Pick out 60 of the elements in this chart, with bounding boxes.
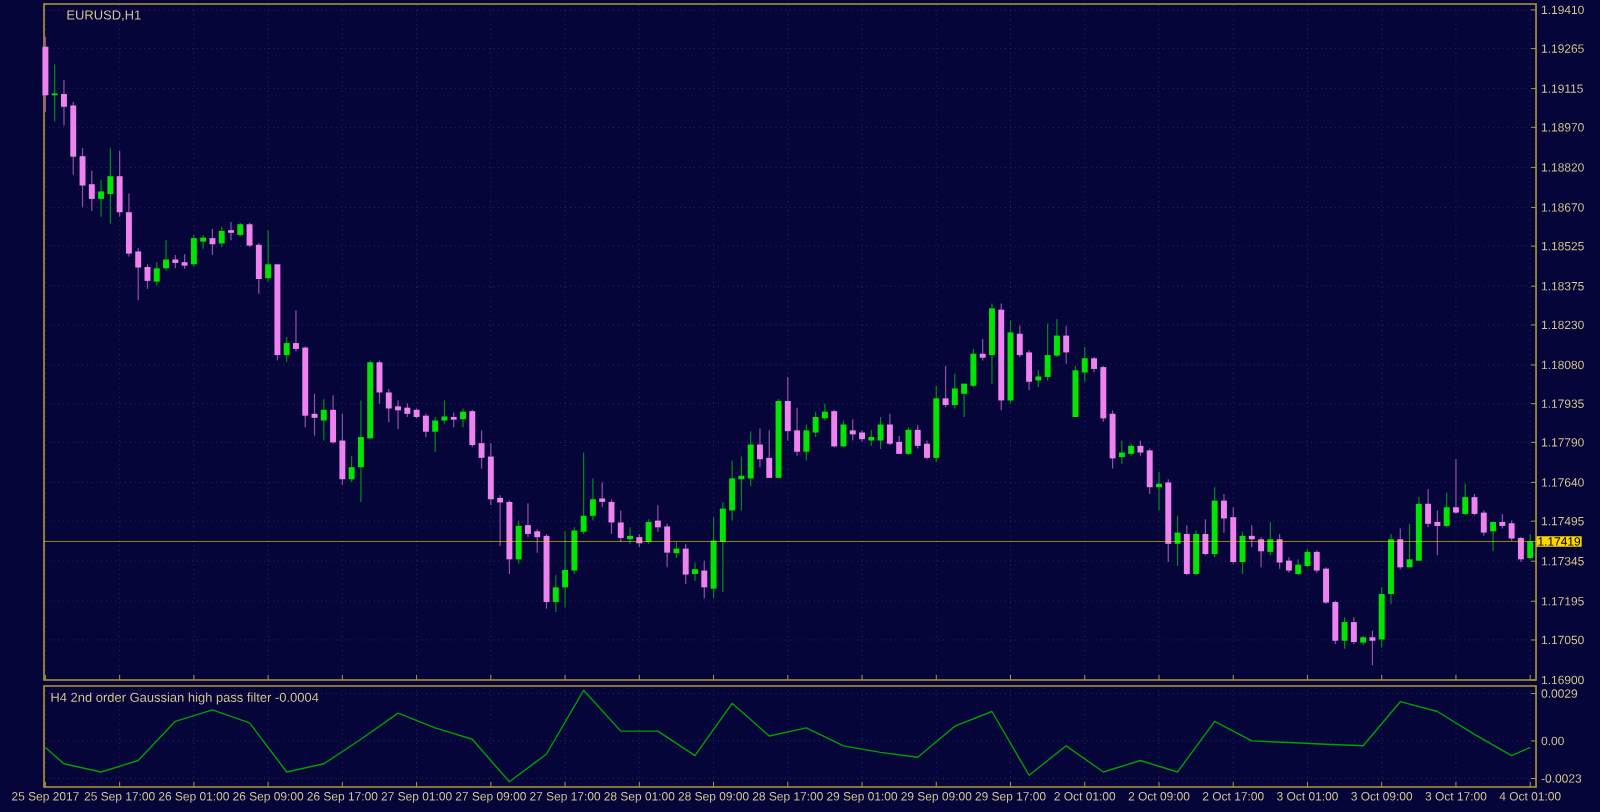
candlestick <box>469 409 476 448</box>
candlestick <box>348 455 355 483</box>
candlestick <box>1146 447 1153 495</box>
candlestick <box>877 416 884 450</box>
candlestick <box>552 574 559 613</box>
candlestick <box>1443 491 1450 528</box>
candlestick <box>562 531 569 608</box>
candlestick <box>589 477 596 522</box>
candlestick <box>228 221 234 241</box>
candlestick <box>1480 509 1487 537</box>
candlestick <box>599 481 606 508</box>
candlestick <box>979 338 986 362</box>
candlestick <box>1183 524 1190 576</box>
candlestick <box>422 413 429 438</box>
candlestick <box>1369 630 1376 666</box>
candlestick <box>1258 536 1265 568</box>
candlestick <box>1490 521 1497 552</box>
candlestick <box>1267 521 1274 556</box>
candlestick <box>51 63 58 123</box>
candlestick <box>831 409 838 448</box>
candlestick <box>580 451 587 535</box>
candlestick <box>88 170 95 212</box>
candlestick <box>747 430 754 487</box>
candlestick <box>645 518 652 545</box>
candlestick <box>942 365 949 408</box>
candlestick <box>209 228 216 256</box>
candlestick <box>682 543 689 585</box>
candlestick <box>988 302 995 385</box>
candlestick <box>1174 515 1181 567</box>
candlestick <box>1527 533 1534 560</box>
candlestick <box>283 336 290 363</box>
candlestick <box>1081 346 1088 383</box>
candlestick <box>1452 458 1459 515</box>
candlestick <box>905 426 912 456</box>
candlestick <box>692 561 698 582</box>
candlestick <box>1397 528 1404 570</box>
candlestick <box>1341 616 1348 650</box>
candlestick <box>1202 518 1209 556</box>
candlestick <box>1350 616 1357 645</box>
candlestick <box>617 509 624 543</box>
candlestick <box>265 229 272 283</box>
candlestick <box>163 239 170 271</box>
candlestick <box>1462 483 1469 516</box>
candlestick <box>515 520 522 565</box>
candlestick <box>432 416 439 453</box>
candlestick <box>441 399 448 425</box>
candlestick <box>460 407 466 428</box>
candlestick <box>803 423 810 462</box>
candlestick <box>153 261 160 287</box>
candlestick <box>1378 586 1385 649</box>
candlestick <box>1193 529 1200 576</box>
candlestick <box>98 179 105 218</box>
candlestick <box>1063 325 1070 365</box>
candlestick <box>1109 409 1116 470</box>
candlestick <box>320 398 327 442</box>
candlestick <box>116 150 123 218</box>
candlestick <box>701 560 708 600</box>
candlestick <box>1425 488 1432 528</box>
candlestick <box>218 225 225 248</box>
line-series <box>44 689 1531 783</box>
